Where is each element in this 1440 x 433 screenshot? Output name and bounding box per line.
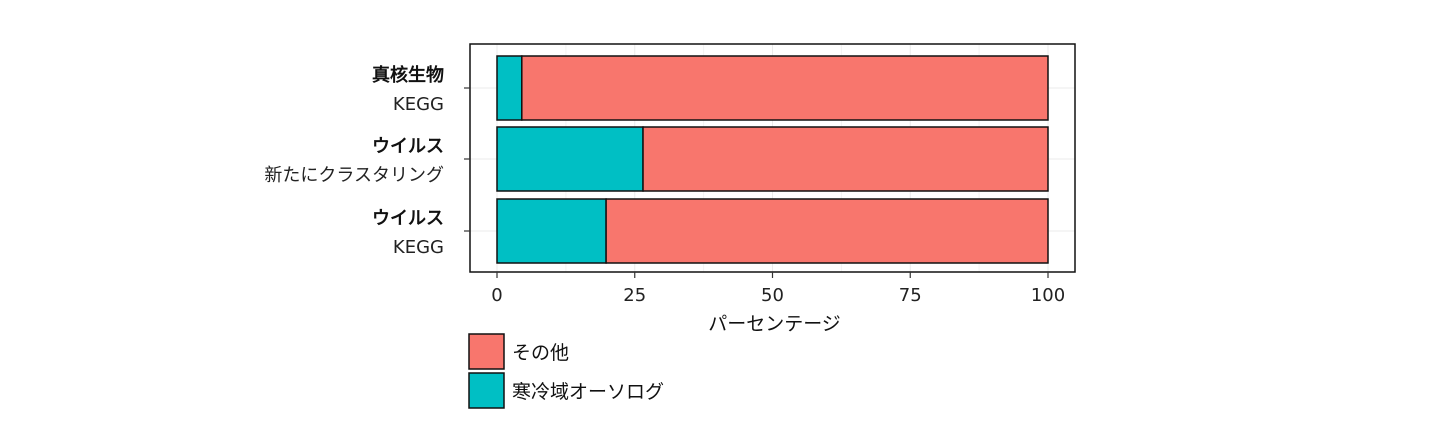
x-axis-title: パーセンテージ (708, 313, 841, 335)
bar-segment-0-1 (521, 55, 1049, 121)
y-category-title-2: ウイルス (372, 208, 444, 229)
y-category-subtitle-1: 新たにクラスタリング (264, 165, 444, 186)
legend-swatch-1 (468, 372, 505, 409)
x-tick-label-3: 75 (899, 285, 922, 306)
x-tick-label-4: 100 (1031, 285, 1065, 306)
bars (496, 55, 1049, 264)
y-category-subtitle-2: KEGG (393, 237, 444, 258)
y-category-title-0: 真核生物 (372, 64, 444, 86)
x-tick-label-0: 0 (491, 285, 502, 306)
x-axis: 0 25 50 75 100 (491, 272, 1065, 306)
legend-label-1: 寒冷域オーソログ (512, 381, 664, 403)
bar-segment-1-1 (642, 126, 1049, 192)
legend-label-0: その他 (512, 342, 569, 364)
legend-swatch-0 (468, 333, 505, 370)
x-tick-label-1: 25 (623, 285, 646, 306)
y-category-subtitle-0: KEGG (393, 94, 444, 115)
bar-segment-2-0 (496, 198, 607, 264)
bar-segment-1-0 (496, 126, 644, 192)
bar-segment-2-1 (605, 198, 1049, 264)
y-category-title-1: ウイルス (372, 136, 444, 157)
x-tick-label-2: 50 (761, 285, 784, 306)
bar-segment-0-0 (496, 55, 523, 121)
